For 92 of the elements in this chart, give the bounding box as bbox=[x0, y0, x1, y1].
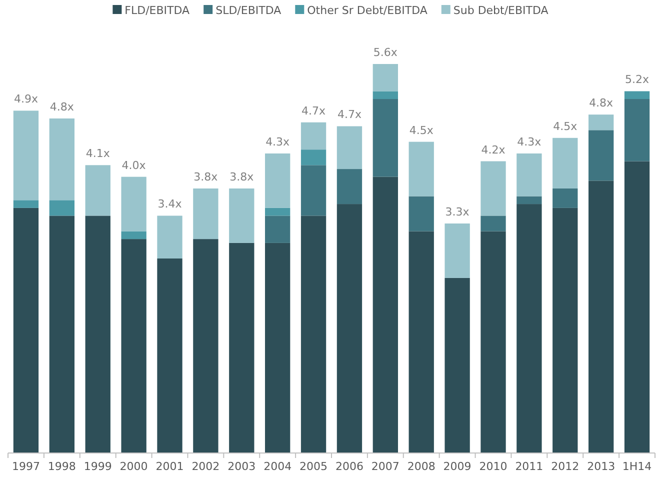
annotation: 4.8x bbox=[589, 96, 614, 110]
bar bbox=[408, 231, 434, 453]
bar bbox=[372, 64, 398, 92]
bar bbox=[300, 165, 326, 216]
annotation: 4.3x bbox=[517, 135, 542, 148]
x-tick-label: 2004 bbox=[264, 460, 292, 473]
x-tick-label: 2012 bbox=[551, 460, 580, 473]
bar bbox=[444, 278, 470, 453]
bar bbox=[300, 122, 326, 150]
bar bbox=[408, 196, 434, 232]
bar bbox=[49, 216, 74, 453]
annotation: 4.3x bbox=[266, 135, 290, 148]
bar bbox=[408, 142, 434, 196]
bar bbox=[13, 208, 39, 453]
bar bbox=[49, 118, 74, 200]
annotation: 4.0x bbox=[122, 158, 146, 172]
bar bbox=[121, 176, 146, 232]
bar bbox=[552, 138, 578, 188]
bar bbox=[13, 200, 39, 208]
annotation: 3.3x bbox=[445, 205, 470, 218]
bar bbox=[552, 188, 578, 208]
bar bbox=[480, 231, 506, 453]
annotation: 4.5x bbox=[553, 120, 578, 133]
bar bbox=[193, 188, 218, 240]
bar bbox=[13, 110, 39, 200]
x-tick-label: 2011 bbox=[515, 460, 544, 473]
legend-label: Other Sr Debt/EBITDA bbox=[307, 4, 428, 17]
bar bbox=[444, 223, 470, 278]
x-tick-label: 2008 bbox=[407, 460, 436, 473]
bar bbox=[85, 216, 110, 453]
annotation: 4.7x bbox=[302, 104, 326, 118]
bar bbox=[121, 231, 146, 240]
legend-label: SLD/EBITDA bbox=[216, 4, 282, 17]
x-tick-label: 1999 bbox=[84, 460, 112, 473]
annotation: 4.5x bbox=[409, 124, 434, 137]
x-tick-label: 2005 bbox=[300, 460, 328, 473]
x-tick-label: 2013 bbox=[587, 460, 616, 473]
bar bbox=[588, 130, 614, 181]
bar bbox=[85, 165, 110, 216]
bar bbox=[49, 200, 74, 216]
annotation: 3.4x bbox=[158, 198, 182, 211]
x-tick-label: 2009 bbox=[443, 460, 472, 473]
bar bbox=[588, 114, 614, 130]
bar bbox=[265, 242, 290, 453]
x-tick-label: 2003 bbox=[228, 460, 256, 473]
bar bbox=[552, 208, 578, 453]
legend-label: FLD/EBITDA bbox=[124, 4, 190, 17]
x-tick-label: 2010 bbox=[479, 460, 508, 473]
annotation: 4.8x bbox=[50, 100, 74, 114]
bar bbox=[516, 153, 542, 196]
bar bbox=[157, 216, 182, 258]
annotation: 5.6x bbox=[373, 46, 398, 59]
x-tick-label: 2007 bbox=[371, 460, 400, 473]
bar bbox=[336, 204, 362, 453]
annotation: 4.2x bbox=[481, 143, 506, 156]
x-tick-label: 2000 bbox=[120, 460, 148, 473]
bar bbox=[336, 169, 362, 204]
bar bbox=[624, 99, 650, 162]
x-tick-label: 2001 bbox=[156, 460, 184, 473]
bar bbox=[157, 258, 182, 453]
bar bbox=[588, 180, 614, 453]
bar bbox=[193, 239, 218, 453]
bar bbox=[300, 150, 326, 166]
annotation: 4.9x bbox=[14, 92, 38, 106]
bar bbox=[624, 91, 650, 100]
bar bbox=[336, 126, 362, 170]
bar bbox=[480, 161, 506, 216]
x-tick-label: 2002 bbox=[192, 460, 220, 473]
bar bbox=[372, 99, 398, 177]
annotation: 3.8x bbox=[230, 170, 254, 184]
annotation: 3.8x bbox=[194, 170, 218, 184]
x-tick-label: 1997 bbox=[12, 460, 40, 473]
bar bbox=[516, 204, 542, 453]
bar bbox=[229, 188, 254, 243]
legend-label: Sub Debt/EBITDA bbox=[453, 4, 549, 17]
annotation: 5.2x bbox=[625, 73, 650, 86]
bar bbox=[516, 196, 542, 204]
bar bbox=[265, 216, 290, 243]
annotation: 4.1x bbox=[86, 147, 110, 160]
bar bbox=[372, 91, 398, 100]
bar bbox=[265, 208, 290, 216]
bar bbox=[300, 216, 326, 453]
bar bbox=[121, 239, 146, 453]
x-tick-label: 2006 bbox=[335, 460, 364, 473]
annotation: 4.7x bbox=[337, 108, 362, 122]
x-tick-label: 1998 bbox=[48, 460, 76, 473]
x-tick-label: 1H14 bbox=[622, 460, 652, 473]
bar bbox=[372, 176, 398, 453]
bar bbox=[480, 216, 506, 232]
bar bbox=[229, 242, 254, 453]
bar bbox=[265, 153, 290, 208]
bar bbox=[624, 161, 650, 453]
